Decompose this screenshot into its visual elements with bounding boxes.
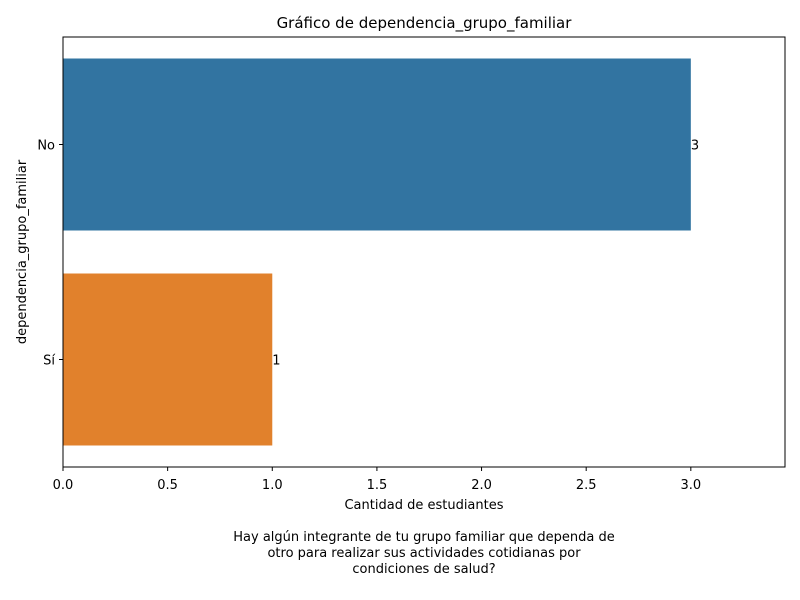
x-tick-label: 3.0 (680, 478, 701, 493)
y-tick-label-si: Sí (43, 354, 55, 369)
x-tick-label: 2.5 (576, 478, 597, 493)
x-tick-label: 1.0 (262, 478, 283, 493)
x-tick-label: 0.5 (157, 478, 178, 493)
bar-no (63, 58, 691, 231)
y-axis-label: dependencia_grupo_familiar (15, 159, 30, 344)
caption-line-2: otro para realizar sus actividades cotid… (267, 546, 581, 561)
x-axis-label: Cantidad de estudiantes (344, 498, 503, 513)
y-tick-label-no: No (37, 139, 55, 154)
question-caption: Hay algún integrante de tu grupo familia… (150, 530, 698, 578)
x-tick-label: 0.0 (53, 478, 74, 493)
plot-frame (62, 36, 786, 468)
caption-line-3: condiciones de salud? (352, 562, 496, 577)
bar-si (63, 273, 273, 446)
x-tick-label: 2.0 (471, 478, 492, 493)
x-tick-label: 1.5 (367, 478, 388, 493)
caption-line-1: Hay algún integrante de tu grupo familia… (233, 530, 615, 545)
chart-title: Gráfico de dependencia_grupo_familiar (277, 14, 573, 33)
data-label-si: 1 (272, 354, 280, 369)
data-label-no: 3 (691, 139, 699, 154)
